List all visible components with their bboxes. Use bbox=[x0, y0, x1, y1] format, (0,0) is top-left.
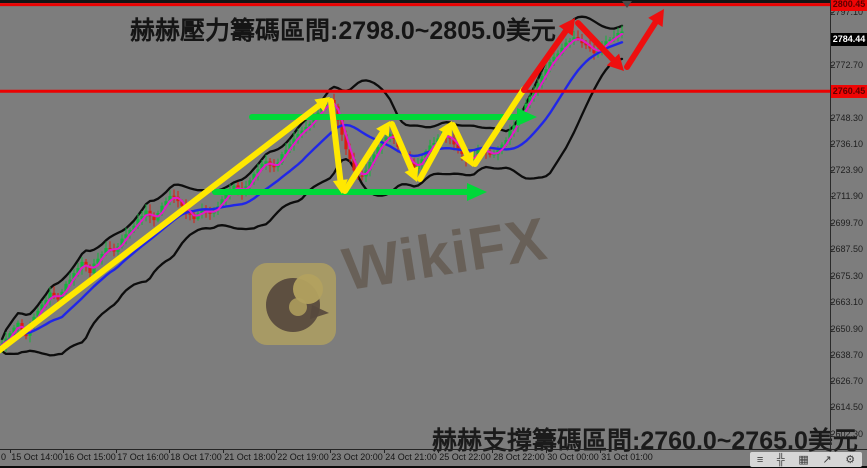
time-tick-label: 15 Oct 14:00 bbox=[11, 452, 63, 462]
time-tick-mark bbox=[438, 449, 439, 453]
time-tick-mark bbox=[492, 449, 493, 453]
time-tick-label: 28 Oct 22:00 bbox=[493, 452, 545, 462]
price-axis-separator bbox=[830, 0, 831, 449]
price-tick-label: 2772.70 bbox=[830, 59, 863, 70]
chart-objects-icon[interactable]: ▦ bbox=[798, 453, 809, 466]
time-tick-mark bbox=[276, 449, 277, 453]
price-tick-label: 2614.50 bbox=[830, 402, 863, 413]
wikifx-eagle-logo-icon bbox=[252, 263, 336, 345]
price-tick-label: 2675.30 bbox=[830, 270, 863, 281]
time-tick-mark bbox=[546, 449, 547, 453]
price-tick-label: 2687.50 bbox=[830, 244, 863, 255]
price-tick-label: 2663.10 bbox=[830, 297, 863, 308]
resistance-line-price-tag: 2800.45 bbox=[831, 0, 867, 12]
time-tick-label: 16 Oct 15:00 bbox=[64, 452, 116, 462]
settings-gear-icon[interactable]: ⚙ bbox=[845, 453, 856, 466]
price-tick-label: 2748.30 bbox=[830, 112, 863, 123]
chart-marker-triangle-icon bbox=[622, 1, 632, 8]
current-price-tag: 2784.44 bbox=[831, 32, 867, 46]
price-tick-label: 2699.70 bbox=[830, 217, 863, 228]
time-tick-mark bbox=[10, 449, 11, 453]
time-tick-mark bbox=[116, 449, 117, 453]
time-tick-mark bbox=[63, 449, 64, 453]
time-tick-mark bbox=[223, 449, 224, 453]
price-tick-label: 2602.30 bbox=[830, 428, 863, 439]
time-axis-label-fragment: 0 bbox=[1, 452, 7, 462]
price-tick-label: 2711.90 bbox=[831, 191, 863, 202]
time-tick-label: 30 Oct 00:00 bbox=[547, 452, 599, 462]
time-tick-mark bbox=[330, 449, 331, 453]
time-tick-label: 24 Oct 21:00 bbox=[385, 452, 437, 462]
time-tick-mark bbox=[169, 449, 170, 453]
support-zone-note: 赫赫支撐籌碼區間:2760.0~2765.0美元 bbox=[432, 427, 858, 455]
time-tick-label: 25 Oct 22:00 bbox=[439, 452, 491, 462]
wikifx-watermark-text: WikiFX bbox=[338, 204, 552, 304]
price-tick-label: 2797.10 bbox=[830, 6, 863, 17]
time-tick-label: 17 Oct 16:00 bbox=[117, 452, 169, 462]
time-tick-label: 22 Oct 19:00 bbox=[277, 452, 329, 462]
bottom-border bbox=[0, 465, 867, 468]
time-tick-mark bbox=[600, 449, 601, 453]
drag-handle-icon[interactable]: ≡ bbox=[756, 453, 764, 466]
support-line-price-tag: 2760.45 bbox=[831, 84, 867, 98]
price-tick-label: 2650.90 bbox=[830, 323, 863, 334]
time-axis-separator bbox=[0, 449, 867, 450]
price-tick-label: 2736.10 bbox=[830, 139, 863, 149]
price-tick-label: 2626.70 bbox=[830, 375, 863, 386]
bottom-toolbar[interactable]: ≡ ╬ ▦ ↗ ⚙ bbox=[750, 452, 862, 467]
price-tick-label: 2638.70 bbox=[830, 349, 863, 360]
time-tick-label: 23 Oct 20:00 bbox=[331, 452, 383, 462]
price-tick-label: 2723.90 bbox=[830, 165, 863, 176]
time-tick-mark bbox=[384, 449, 385, 453]
crosshair-icon[interactable]: ╬ bbox=[776, 453, 785, 466]
time-tick-label: 31 Oct 01:00 bbox=[601, 452, 653, 462]
resistance-zone-title: 赫赫壓力籌碼區間:2798.0~2805.0美元 bbox=[130, 17, 556, 45]
cursor-icon[interactable]: ↗ bbox=[822, 453, 832, 466]
time-tick-label: 18 Oct 17:00 bbox=[170, 452, 222, 462]
top-border bbox=[0, 0, 867, 3]
time-tick-label: 21 Oct 18:00 bbox=[224, 452, 276, 462]
